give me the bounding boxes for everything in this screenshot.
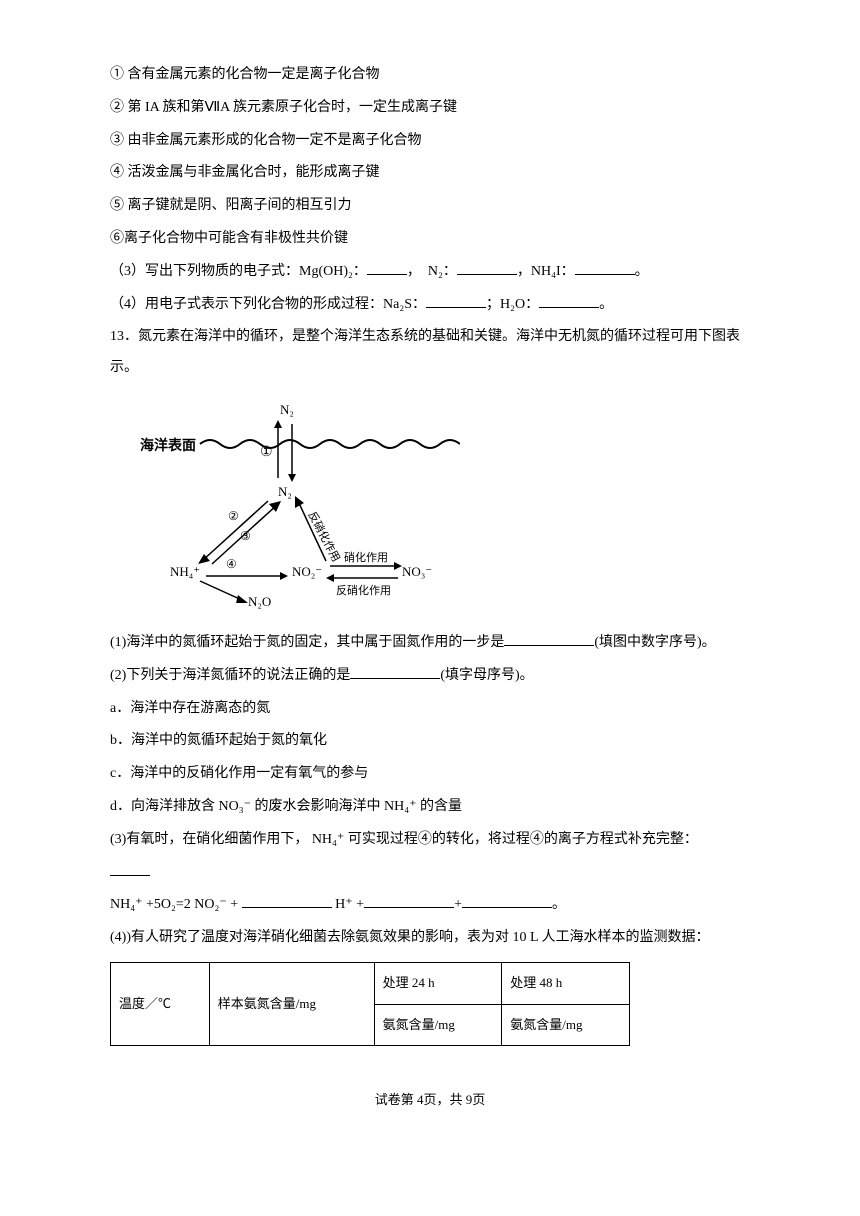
th-24h: 处理 24 h: [374, 962, 502, 1004]
sub-question-4: (4))有人研究了温度对海洋硝化细菌去除氨氮效果的影响，表为对 10 L 人工海…: [110, 923, 750, 954]
question-4: （4）用电子式表示下列化合物的形成过程：Na₂S： ；H₂O： 。: [110, 290, 750, 321]
sub-question-2: (2)下列关于海洋氮循环的说法正确的是 (填字母序号)。: [110, 661, 750, 692]
table-row: 温度／℃ 样本氨氮含量/mg 处理 24 h 处理 48 h: [111, 962, 630, 1004]
question-13-intro: 13．氮元素在海洋中的循环，是整个海洋生态系统的基础和关键。海洋中无机氮的循环过…: [110, 322, 750, 384]
option-b: b．海洋中的氮循环起始于氮的氧化: [110, 726, 750, 757]
blank-sub3-fill: [110, 862, 150, 876]
svg-text:NO₂⁻: NO₂⁻: [292, 564, 322, 579]
sub1-prefix: (1)海洋中的氮循环起始于氮的固定，其中属于固氮作用的一步是: [110, 635, 504, 650]
q3-sep2: ，NH₄I：: [517, 264, 575, 279]
blank-nh4i: [575, 261, 635, 275]
svg-text:N₂: N₂: [278, 484, 292, 499]
svg-text:①: ①: [260, 445, 273, 460]
question-3: （3）写出下列物质的电子式：Mg(OH)₂： ， N₂： ，NH₄I： 。: [110, 257, 750, 288]
sub2-suffix: (填字母序号)。: [440, 668, 533, 683]
q4-sep: ；H₂O：: [486, 297, 539, 312]
th-24h-sub: 氨氮含量/mg: [374, 1004, 502, 1046]
sub-question-1: (1)海洋中的氮循环起始于氮的固定，其中属于固氮作用的一步是 (填图中数字序号)。: [110, 628, 750, 659]
blank-na2s: [426, 294, 486, 308]
svg-text:②: ②: [228, 509, 239, 523]
svg-text:③: ③: [240, 529, 251, 543]
q3-prefix: （3）写出下列物质的电子式：Mg(OH)₂：: [110, 264, 367, 279]
diagram-svg: N₂ ① N₂ NH₄⁺ NO₂⁻ NO₃⁻ N₂O ② ③ ④ 反硝化作用: [140, 396, 460, 616]
monitoring-table: 温度／℃ 样本氨氮含量/mg 处理 24 h 处理 48 h 氨氮含量/mg 氨…: [110, 962, 630, 1046]
page-footer: 试卷第 4页，共 9页: [110, 1086, 750, 1115]
q4-prefix: （4）用电子式表示下列化合物的形成过程：Na₂S：: [110, 297, 426, 312]
svg-text:N₂O: N₂O: [248, 594, 271, 609]
svg-text:N₂: N₂: [280, 402, 294, 417]
option-c: c．海洋中的反硝化作用一定有氧气的参与: [110, 759, 750, 790]
stmt-3: ③ 由非金属元素形成的化合物一定不是离子化合物: [110, 126, 750, 157]
option-d: d．向海洋排放含 NO₃⁻ 的废水会影响海洋中 NH₄⁺ 的含量: [110, 792, 750, 823]
eq-end: 。: [552, 897, 566, 912]
sub2-prefix: (2)下列关于海洋氮循环的说法正确的是: [110, 668, 350, 683]
svg-text:反硝化作用: 反硝化作用: [336, 583, 391, 597]
blank-eq1: [242, 894, 332, 908]
svg-text:④: ④: [226, 557, 237, 571]
q3-end: 。: [635, 264, 649, 279]
equation-line: NH₄⁺ +5O₂=2 NO₂⁻ + H⁺ + + 。: [110, 890, 750, 921]
stmt-2: ② 第 IA 族和第ⅦA 族元素原子化合时，一定生成离子键: [110, 93, 750, 124]
th-sample: 样本氨氮含量/mg: [209, 962, 374, 1045]
q3-sep1: ， N₂：: [407, 264, 457, 279]
nitrogen-cycle-diagram: 海洋表面 N₂ ① N₂ NH₄⁺ NO₂⁻ NO₃⁻ N₂O ② ③ ④: [140, 396, 460, 616]
blank-eq3: [462, 894, 552, 908]
blank-h2o: [539, 294, 599, 308]
sub-question-3: (3)有氧时，在硝化细菌作用下， NH₄⁺ 可实现过程④的转化，将过程④的离子方…: [110, 825, 750, 856]
blank-n2: [457, 261, 517, 275]
sub1-suffix: (填图中数字序号)。: [594, 635, 715, 650]
eq-mid1: H⁺ +: [332, 897, 364, 912]
eq-mid2: +: [454, 897, 462, 912]
blank-eq2: [364, 894, 454, 908]
stmt-4: ④ 活泼金属与非金属化合时，能形成离子键: [110, 158, 750, 189]
blank-mgoh2: [367, 261, 407, 275]
svg-text:NH₄⁺: NH₄⁺: [170, 564, 200, 579]
stmt-1: ① 含有金属元素的化合物一定是离子化合物: [110, 60, 750, 91]
svg-text:反硝化作用: 反硝化作用: [305, 509, 343, 564]
blank-sub1: [504, 632, 594, 646]
sub-question-3-blank: [110, 858, 750, 889]
th-48h-sub: 氨氮含量/mg: [502, 1004, 630, 1046]
q4-end: 。: [599, 297, 613, 312]
blank-sub2: [350, 665, 440, 679]
stmt-5: ⑤ 离子键就是阴、阳离子间的相互引力: [110, 191, 750, 222]
th-48h: 处理 48 h: [502, 962, 630, 1004]
option-a: a．海洋中存在游离态的氮: [110, 694, 750, 725]
svg-text:NO₃⁻: NO₃⁻: [402, 564, 432, 579]
stmt-6: ⑥离子化合物中可能含有非极性共价键: [110, 224, 750, 255]
label-surface: 海洋表面: [140, 432, 196, 463]
th-temp: 温度／℃: [111, 962, 210, 1045]
eq-prefix: NH₄⁺ +5O₂=2 NO₂⁻ +: [110, 897, 242, 912]
svg-text:硝化作用: 硝化作用: [344, 550, 388, 564]
